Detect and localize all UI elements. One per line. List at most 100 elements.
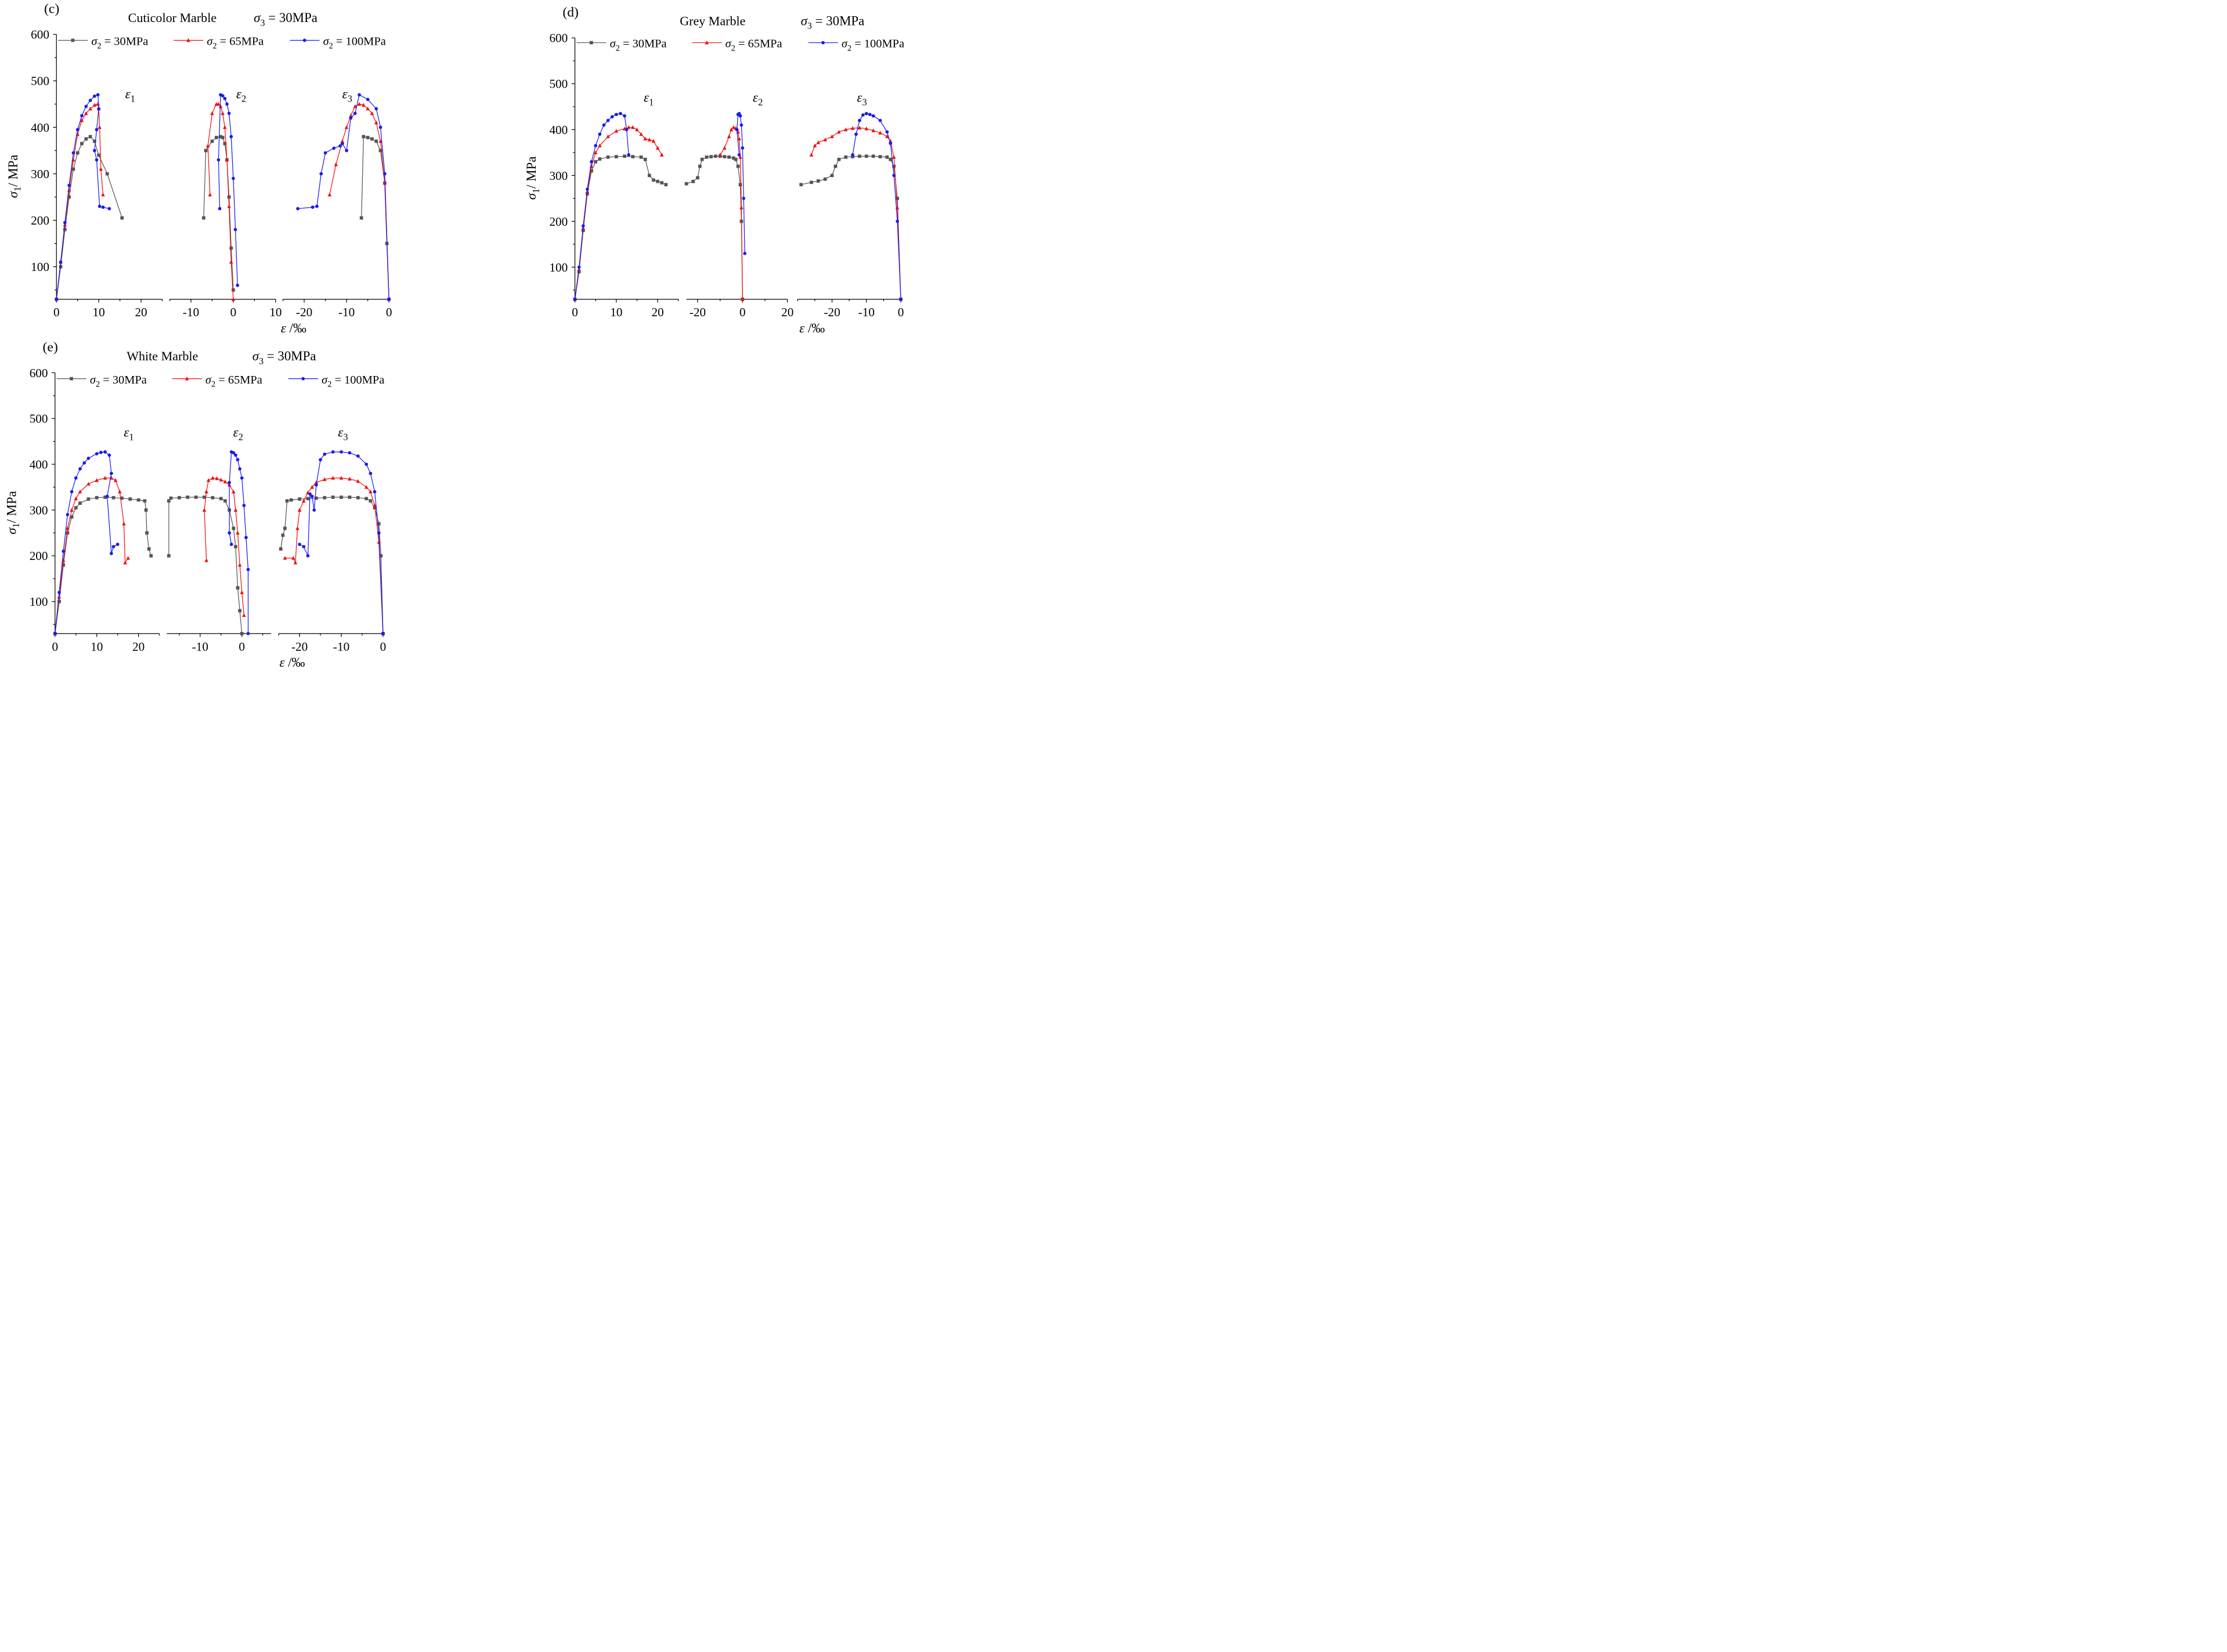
data-point (735, 128, 739, 132)
data-point (118, 489, 122, 494)
x-tick-label: 20 (135, 305, 147, 319)
data-point (816, 179, 820, 183)
data-point (323, 151, 327, 155)
y-tick-label: 300 (30, 503, 48, 517)
data-point (691, 179, 695, 183)
data-point (606, 155, 610, 159)
data-point (97, 153, 101, 157)
data-point (356, 496, 360, 500)
data-point (338, 144, 342, 148)
data-point (871, 154, 875, 158)
data-point (231, 297, 236, 301)
data-point (864, 154, 868, 158)
series-line (574, 113, 629, 299)
x-tick-label: 0 (230, 305, 237, 319)
data-point (78, 501, 82, 505)
x-tick-label: 10 (269, 305, 281, 319)
data-point (63, 227, 67, 232)
data-point (203, 496, 206, 499)
data-point (204, 149, 208, 153)
data-point (70, 490, 74, 494)
data-point (349, 113, 353, 118)
data-point (742, 197, 746, 200)
data-point (590, 169, 593, 173)
data-point (830, 173, 834, 178)
data-point (864, 126, 869, 131)
triaxial-stress-strain-figure: (c) Cuticolor Marble σ3 = 30MPa σ2 = 30MPa σ… (4, 1, 904, 670)
x-tick-label: -20 (824, 305, 840, 319)
data-point (705, 155, 709, 159)
data-point (99, 167, 103, 171)
data-point (88, 99, 92, 102)
data-point (377, 540, 381, 544)
data-point (358, 93, 361, 97)
data-point (878, 155, 882, 158)
data-point (732, 156, 735, 160)
series-line (207, 103, 234, 299)
data-point (120, 216, 124, 220)
subplot-3: -20 -10 0 ε3 (282, 87, 392, 319)
panel-label: (e) (43, 340, 58, 355)
data-point (340, 142, 344, 146)
data-point (310, 494, 314, 498)
panel-d: (d) Grey Marble σ3 = 30MPa σ2 = 30MPa σ2 = 6… (524, 5, 904, 335)
data-point (739, 205, 743, 209)
data-point (80, 118, 84, 122)
x-tick-label: 10 (91, 639, 103, 653)
series-line (284, 478, 384, 634)
x-tick-label: 10 (610, 305, 622, 319)
data-point (227, 195, 231, 199)
data-point (75, 128, 80, 132)
data-point (878, 131, 882, 135)
data-point (223, 125, 227, 129)
data-point (223, 96, 227, 100)
data-point (98, 125, 102, 129)
data-point (332, 146, 336, 150)
data-point (331, 450, 335, 454)
x-tick-label: -10 (333, 639, 349, 653)
data-point (110, 552, 113, 555)
data-point (647, 138, 652, 142)
data-point (302, 498, 306, 503)
series-line (686, 156, 743, 299)
strain-label: ε2 (753, 91, 763, 108)
data-point (229, 259, 233, 264)
data-point (823, 177, 827, 181)
data-point (319, 172, 323, 176)
data-point (214, 136, 218, 139)
data-point (348, 476, 352, 481)
data-point (864, 111, 868, 115)
data-point (837, 129, 841, 134)
data-point (340, 139, 345, 143)
data-point (86, 482, 91, 486)
data-point (227, 204, 231, 208)
data-point (236, 458, 240, 462)
panel-label: (d) (562, 5, 579, 20)
data-point (136, 498, 140, 502)
data-point (95, 478, 99, 482)
data-point (233, 227, 237, 232)
data-point (227, 111, 231, 115)
data-point (738, 155, 742, 159)
data-point (374, 139, 378, 143)
data-point (731, 125, 736, 129)
data-point (221, 111, 225, 115)
data-point (373, 503, 377, 507)
data-point (298, 543, 301, 546)
data-point (232, 451, 236, 455)
figure-stage: (c) Cuticolor Marble σ3 = 30MPa σ2 = 30MPa σ… (0, 0, 910, 675)
data-point (147, 547, 151, 551)
data-point (244, 536, 248, 540)
data-point (364, 485, 369, 489)
data-point (225, 157, 229, 162)
data-point (573, 297, 577, 301)
series-line (298, 94, 389, 299)
data-point (377, 531, 381, 535)
data-point (664, 183, 668, 187)
x-tick-label: 20 (651, 305, 663, 319)
y-tick-label: 200 (30, 549, 48, 563)
legend-marker (589, 41, 593, 45)
data-point (115, 543, 120, 546)
data-point (379, 554, 383, 558)
data-point (899, 297, 903, 301)
